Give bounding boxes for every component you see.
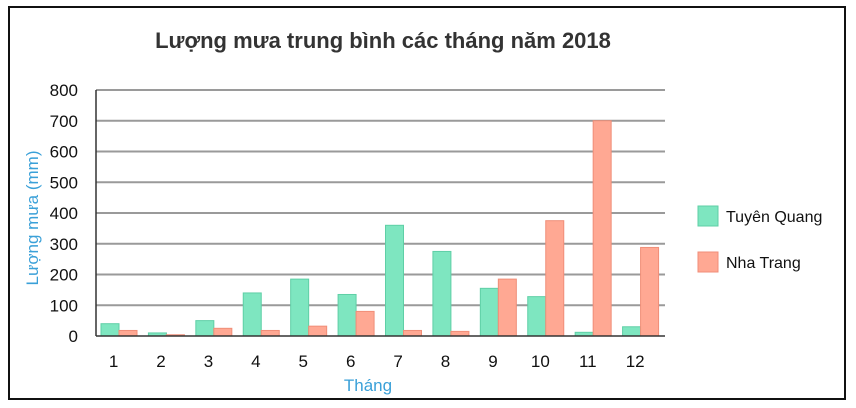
bar-nha-trang [497,278,517,337]
axes [95,90,665,337]
bar-tuyen-quang [479,287,499,337]
legend-swatch [697,205,719,227]
bar-tuyen-quang [527,296,547,337]
x-axis-title: Tháng [344,376,392,395]
y-axis-title: Lượng mưa (mm) [23,151,42,286]
x-tick-label: 12 [626,352,645,371]
legend-label: Tuyên Quang [726,209,822,226]
bar-nha-trang [308,325,328,337]
x-tick-label: 6 [346,352,355,371]
x-tick-label: 1 [109,352,118,371]
y-tick-labels: 0 100 200 300 400 500 600 700 800 [50,81,78,346]
y-tick-label: 200 [50,266,78,285]
chart-title: Lượng mưa trung bình các tháng năm 2018 [155,28,611,53]
bar-tuyen-quang [385,224,404,337]
bar-nha-trang [403,329,422,337]
bar-nha-trang [592,120,612,337]
x-tick-label: 9 [488,352,497,371]
y-tick-label: 400 [50,204,78,223]
x-tick-label: 4 [251,352,260,371]
x-tick-label: 3 [204,352,213,371]
bar-nha-trang [118,329,138,337]
chart-frame: Lượng mưa trung bình các tháng năm 2018 … [8,6,846,400]
bar-tuyen-quang [195,320,215,337]
bar-tuyen-quang [432,250,452,337]
chart-canvas: Lượng mưa trung bình các tháng năm 2018 … [23,28,822,395]
y-tick-label: 500 [50,173,78,192]
bar-nha-trang [545,220,565,337]
y-tick-label: 700 [50,112,78,131]
y-tick-label: 800 [50,81,78,100]
gridlines [96,89,665,307]
y-tick-label: 600 [50,143,78,162]
x-tick-label: 7 [393,352,402,371]
x-tick-label: 5 [299,352,308,371]
legend-label: Nha Trang [726,255,801,272]
x-tick-labels: 1 2 3 4 5 6 7 8 9 10 11 12 [109,352,645,371]
bar-nha-trang [213,327,233,337]
bars [100,120,660,337]
bar-tuyen-quang [290,278,310,337]
bar-tuyen-quang [622,326,642,337]
bar-tuyen-quang [337,293,357,337]
bar-nha-trang [260,329,280,337]
legend: Tuyên Quang Nha Trang [697,205,822,273]
x-tick-label: 2 [156,352,165,371]
bar-tuyen-quang [100,323,120,337]
x-tick-label: 10 [531,352,550,371]
bar-nha-trang [355,310,375,337]
bar-nha-trang [640,246,660,337]
y-tick-label: 300 [50,235,78,254]
legend-swatch [697,251,719,273]
y-tick-label: 0 [69,327,78,346]
x-tick-label: 8 [441,352,450,371]
bar-tuyen-quang [242,292,262,337]
y-tick-label: 100 [50,296,78,315]
x-tick-label: 11 [579,352,597,371]
